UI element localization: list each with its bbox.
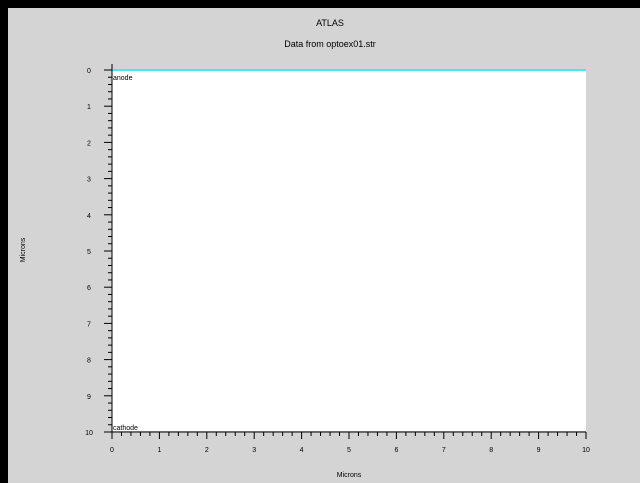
y-tick-label: 0 — [87, 68, 91, 75]
y-tick-label: 9 — [87, 394, 91, 401]
y-tick-label: 1 — [87, 104, 91, 111]
chart-title: ATLAS — [316, 18, 344, 28]
y-tick-label: 7 — [87, 321, 91, 328]
y-tick-label: 10 — [85, 430, 93, 437]
y-tick-label: 5 — [87, 249, 91, 256]
y-tick-label: 4 — [87, 213, 91, 220]
x-tick-label: 5 — [347, 447, 351, 454]
cathode-label: cathode — [113, 425, 138, 432]
anode-label: anode — [113, 75, 133, 82]
x-tick-label: 10 — [582, 447, 590, 454]
x-tick-label: 9 — [537, 447, 541, 454]
x-tick-label: 4 — [300, 447, 304, 454]
x-tick-label: 8 — [489, 447, 493, 454]
y-tick-label: 2 — [87, 140, 91, 147]
x-tick-label: 1 — [157, 447, 161, 454]
x-axis-title: Microns — [337, 472, 362, 479]
y-tick-label: 3 — [87, 177, 91, 184]
x-tick-label: 7 — [442, 447, 446, 454]
chart-subtitle: Data from optoex01.str — [284, 39, 376, 49]
x-tick-label: 2 — [205, 447, 209, 454]
x-tick-label: 3 — [252, 447, 256, 454]
y-axis-title: Microns — [20, 237, 27, 262]
plot-area — [112, 69, 586, 431]
chart: ATLAS Data from optoex01.str anode cathod… — [20, 18, 590, 479]
x-tick-label: 6 — [394, 447, 398, 454]
plot-window: ATLAS Data from optoex01.str anode cathod… — [8, 8, 640, 483]
x-tick-label: 0 — [110, 447, 114, 454]
y-tick-label: 8 — [87, 358, 91, 365]
y-tick-label: 6 — [87, 285, 91, 292]
